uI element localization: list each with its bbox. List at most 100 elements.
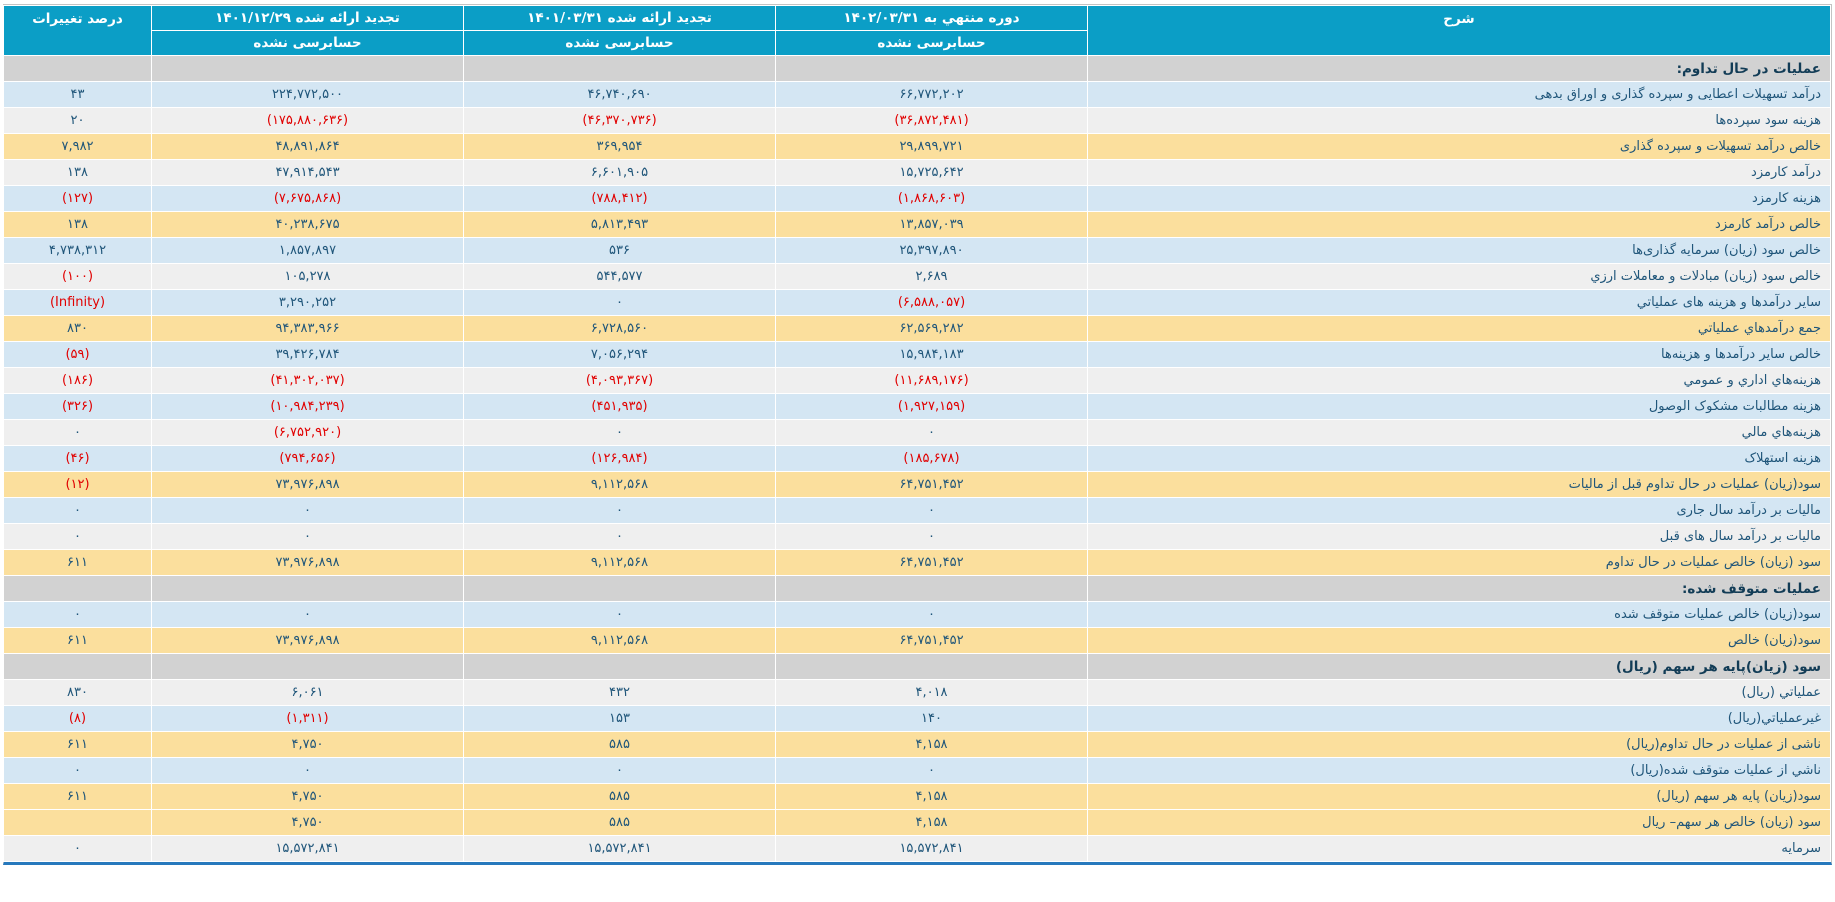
value-cell: ۵۸۵: [463, 809, 776, 836]
value-cell: ۰: [775, 497, 1088, 524]
row-label: هزینه سود سپرده‌ها: [1087, 107, 1831, 134]
value-cell: ۶۱۱: [3, 783, 152, 810]
table-row: ناشی از عملیات در حال تداوم(ریال) ۴,۱۵۸ …: [3, 731, 1831, 758]
table-row: سایر درآمدها و هزینه های عملیاتي (۶,۵۸۸,…: [3, 289, 1831, 316]
table-row: سود (زیان) خالص هر سهم– ریال ۴,۱۵۸ ۵۸۵ ۴…: [3, 809, 1831, 836]
value-cell: (۴۵۱,۹۳۵): [463, 393, 776, 420]
table-row: هزینه استهلاک (۱۸۵,۶۷۸) (۱۲۶,۹۸۴) (۷۹۴,۶…: [3, 445, 1831, 472]
empty-cell: [463, 653, 776, 680]
value-cell: ۱,۸۵۷,۸۹۷: [151, 237, 464, 264]
empty-cell: [3, 575, 152, 602]
value-cell: ۴,۷۵۰: [151, 731, 464, 758]
table-row: هزینه‌هاي مالي ۰ ۰ (۶,۷۵۲,۹۲۰) ۰: [3, 419, 1831, 446]
value-cell: ۴,۷۵۰: [151, 809, 464, 836]
value-cell: ۸۳۰: [3, 315, 152, 342]
value-cell: ۱۳۸: [3, 211, 152, 238]
row-label: سود(زیان) پایه هر سهم (ریال): [1087, 783, 1831, 810]
value-cell: ۵۴۴,۵۷۷: [463, 263, 776, 290]
value-cell: ۲۵,۳۹۷,۸۹۰: [775, 237, 1088, 264]
value-cell: (۴,۰۹۳,۳۶۷): [463, 367, 776, 394]
table-row: جمع درآمدهاي عملیاتي ۶۲,۵۶۹,۲۸۲ ۶,۷۲۸,۵۶…: [3, 315, 1831, 342]
table-row: سود(زیان) پایه هر سهم (ریال) ۴,۱۵۸ ۵۸۵ ۴…: [3, 783, 1831, 810]
value-cell: (۳۲۶): [3, 393, 152, 420]
empty-cell: [775, 55, 1088, 82]
value-cell: ۹۴,۳۸۳,۹۶۶: [151, 315, 464, 342]
value-cell: ۶۱۱: [3, 549, 152, 576]
value-cell: ۹,۱۱۲,۵۶۸: [463, 471, 776, 498]
value-cell: ۲۹,۸۹۹,۷۲۱: [775, 133, 1088, 160]
income-statement-table: شرح دوره منتهي به ۱۴۰۲/۰۳/۳۱ تجدید ارائه…: [3, 5, 1831, 862]
table-row: سود(زیان) خالص ۶۴,۷۵۱,۴۵۲ ۹,۱۱۲,۵۶۸ ۷۳,۹…: [3, 627, 1831, 654]
value-cell: ۱۵,۵۷۲,۸۴۱: [775, 835, 1088, 862]
value-cell: ۴۳: [3, 81, 152, 108]
section-row: سود (زیان)پایه هر سهم (ریال): [3, 653, 1831, 680]
table-row: خالص درآمد کارمزد ۱۳,۸۵۷,۰۳۹ ۵,۸۱۳,۴۹۳ ۴…: [3, 211, 1831, 238]
header-row-audit-status: حسابرسی نشده حسابرسی نشده حسابرسی نشده: [4, 30, 1831, 56]
empty-cell: [3, 55, 152, 82]
value-cell: ۶۱۱: [3, 627, 152, 654]
value-cell: (Infinity): [3, 289, 152, 316]
value-cell: (۵۹): [3, 341, 152, 368]
value-cell: ۳۶۹,۹۵۴: [463, 133, 776, 160]
value-cell: ۱۴۰: [775, 705, 1088, 732]
row-label: هزینه‌هاي اداري و عمومي: [1087, 367, 1831, 394]
table-row: خالص سایر درآمدها و هزینه‌ها ۱۵,۹۸۴,۱۸۳ …: [3, 341, 1831, 368]
value-cell: ۰: [463, 289, 776, 316]
table-row: درآمد تسهیلات اعطایی و سپرده گذاری و اور…: [3, 81, 1831, 108]
table-row: مالیات بر درآمد سال جاری ۰ ۰ ۰ ۰: [3, 497, 1831, 524]
table-row: درآمد کارمزد ۱۵,۷۲۵,۶۴۲ ۶,۶۰۱,۹۰۵ ۴۷,۹۱۴…: [3, 159, 1831, 186]
value-cell: ۱۰۵,۲۷۸: [151, 263, 464, 290]
row-label: هزینه مطالبات مشکوک الوصول: [1087, 393, 1831, 420]
value-cell: ۰: [3, 757, 152, 784]
row-label: هزینه استهلاک: [1087, 445, 1831, 472]
row-label: سود (زیان) خالص هر سهم– ریال: [1087, 809, 1831, 836]
column-header-percent-change: درصد تغییرات: [3, 5, 152, 56]
value-cell: (۱۷۵,۸۸۰,۶۳۶): [151, 107, 464, 134]
row-label: سود(زیان) خالص: [1087, 627, 1831, 654]
column-header-period-current: دوره منتهي به ۱۴۰۲/۰۳/۳۱: [775, 5, 1088, 31]
value-cell: ۱۵,۵۷۲,۸۴۱: [151, 835, 464, 862]
value-cell: ۴,۷۵۰: [151, 783, 464, 810]
table-row: خالص سود (زیان) سرمایه گذاری‌ها ۲۵,۳۹۷,۸…: [3, 237, 1831, 264]
value-cell: [3, 809, 152, 836]
value-cell: ۵۸۵: [463, 731, 776, 758]
value-cell: ۰: [463, 497, 776, 524]
value-cell: ۰: [151, 757, 464, 784]
row-label: مالیات بر درآمد سال های قبل: [1087, 523, 1831, 550]
value-cell: ۶۴,۷۵۱,۴۵۲: [775, 549, 1088, 576]
row-label: سود(زیان) خالص عملیات متوقف شده: [1087, 601, 1831, 628]
value-cell: ۷,۰۵۶,۲۹۴: [463, 341, 776, 368]
value-cell: ۶,۶۰۱,۹۰۵: [463, 159, 776, 186]
value-cell: ۰: [151, 523, 464, 550]
column-header-description: شرح: [1087, 5, 1831, 56]
table-row: عملیاتي (ریال) ۴,۰۱۸ ۴۳۲ ۶,۰۶۱ ۸۳۰: [3, 679, 1831, 706]
value-cell: ۵۳۶: [463, 237, 776, 264]
value-cell: ۴,۷۳۸,۳۱۲: [3, 237, 152, 264]
value-cell: (۴۶): [3, 445, 152, 472]
value-cell: ۴,۱۵۸: [775, 731, 1088, 758]
value-cell: ۱۵۳: [463, 705, 776, 732]
value-cell: ۰: [151, 601, 464, 628]
value-cell: (۱۰۰): [3, 263, 152, 290]
empty-cell: [463, 55, 776, 82]
row-label: خالص درآمد کارمزد: [1087, 211, 1831, 238]
value-cell: ۵۸۵: [463, 783, 776, 810]
value-cell: ۰: [463, 419, 776, 446]
row-label: هزینه‌هاي مالي: [1087, 419, 1831, 446]
value-cell: ۰: [3, 601, 152, 628]
value-cell: ۰: [3, 497, 152, 524]
table-row: سود(زیان) عملیات در حال تداوم قبل از مال…: [3, 471, 1831, 498]
empty-cell: [3, 653, 152, 680]
value-cell: ۸۳۰: [3, 679, 152, 706]
table-row: غیرعملیاتي(ریال) ۱۴۰ ۱۵۳ (۱,۳۱۱) (۸): [3, 705, 1831, 732]
value-cell: (۴۱,۳۰۲,۰۳۷): [151, 367, 464, 394]
value-cell: ۱۵,۷۲۵,۶۴۲: [775, 159, 1088, 186]
value-cell: ۶,۷۲۸,۵۶۰: [463, 315, 776, 342]
value-cell: ۷۳,۹۷۶,۸۹۸: [151, 549, 464, 576]
row-label: ناشی از عملیات در حال تداوم(ریال): [1087, 731, 1831, 758]
table-row: هزینه مطالبات مشکوک الوصول (۱,۹۲۷,۱۵۹) (…: [3, 393, 1831, 420]
subheader-unaudited-restated-year: حسابرسی نشده: [151, 30, 464, 56]
table-row: سرمایه ۱۵,۵۷۲,۸۴۱ ۱۵,۵۷۲,۸۴۱ ۱۵,۵۷۲,۸۴۱ …: [3, 835, 1831, 862]
value-cell: ۴۸,۸۹۱,۸۶۴: [151, 133, 464, 160]
